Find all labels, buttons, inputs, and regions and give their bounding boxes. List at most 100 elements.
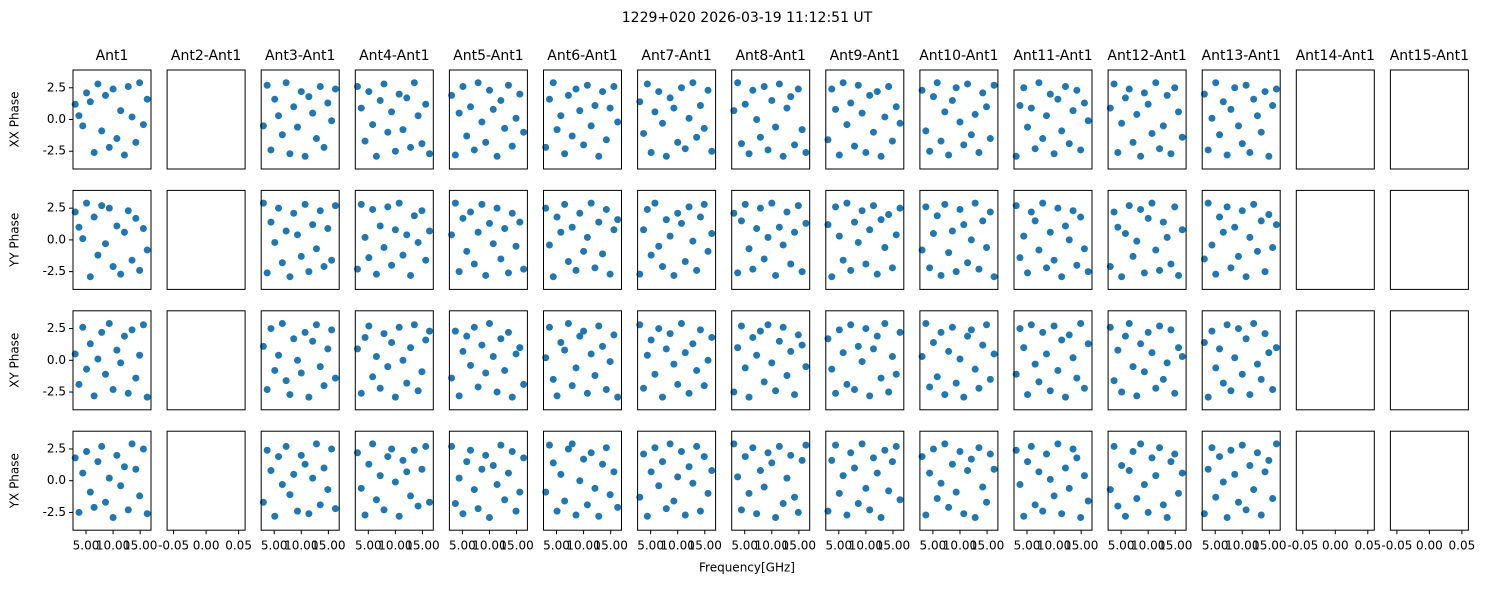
scatter-point (455, 474, 463, 482)
panel-frame (919, 69, 999, 170)
scatter-point (662, 152, 670, 160)
scatter-point (1178, 133, 1186, 141)
scatter-point (399, 126, 407, 134)
scatter-point (512, 507, 520, 515)
scatter-point (1110, 80, 1118, 88)
scatter-point (1058, 510, 1066, 518)
scatter-point (1125, 319, 1133, 327)
scatter-point (290, 470, 298, 478)
scatter-point (328, 326, 336, 334)
scatter-point (869, 345, 877, 353)
scatter-point (839, 256, 847, 264)
scatter-point (512, 114, 520, 122)
scatter-point (685, 389, 693, 397)
scatter-point (1077, 146, 1085, 154)
scatter-point (787, 451, 795, 459)
scatter-point (662, 216, 670, 224)
panel-title: Ant13-Ant1 (1202, 48, 1281, 64)
scatter-point (681, 145, 689, 153)
scatter-point (1140, 368, 1148, 376)
scatter-point (1167, 150, 1175, 158)
scatter-point (1043, 450, 1050, 458)
scatter-point (482, 369, 490, 377)
scatter-point (583, 389, 591, 397)
scatter-point (1178, 352, 1186, 360)
scatter-point (520, 380, 528, 388)
scatter-point (929, 339, 937, 347)
scatter-point (1272, 344, 1280, 352)
scatter-point (583, 233, 591, 241)
scatter-point (640, 226, 648, 234)
scatter-point (86, 488, 94, 496)
x-tick-label: 5.00 (731, 539, 758, 553)
y-axis-label: YY Phase (8, 213, 22, 268)
scatter-point (271, 366, 279, 374)
scatter-point (602, 205, 610, 213)
scatter-point (666, 94, 674, 102)
scatter-point (331, 202, 339, 210)
panel-frame (448, 189, 528, 290)
y-axis-label: XY Phase (8, 333, 22, 388)
scatter-point (1216, 453, 1224, 461)
scatter-point (508, 448, 516, 456)
scatter-point (372, 152, 380, 160)
scatter-point (1065, 331, 1073, 339)
panel-frame (1201, 69, 1281, 170)
scatter-point (361, 233, 369, 241)
scatter-point (960, 141, 968, 149)
scatter-point (937, 328, 945, 336)
scatter-point (1163, 359, 1171, 367)
scatter-point (113, 222, 121, 230)
scatter-point (1152, 472, 1160, 480)
scatter-point (802, 219, 810, 227)
scatter-point (365, 88, 373, 96)
scatter-point (1257, 375, 1265, 383)
scatter-point (1073, 374, 1081, 382)
scatter-point (670, 360, 678, 368)
panel-frame (919, 189, 999, 290)
scatter-point (1178, 226, 1186, 234)
scatter-point (1208, 327, 1216, 335)
scatter-point (309, 221, 317, 229)
scatter-point (967, 326, 975, 334)
scatter-point (1208, 114, 1216, 122)
scatter-point (309, 474, 317, 482)
scatter-point (1250, 95, 1258, 103)
scatter-point (1272, 85, 1280, 93)
scatter-point (1027, 442, 1035, 450)
scatter-point (568, 132, 576, 140)
scatter-point (109, 263, 117, 271)
scatter-point (681, 257, 689, 265)
scatter-point (835, 151, 843, 159)
scatter-point (945, 151, 953, 159)
panel-frame (825, 310, 905, 411)
scatter-point (1137, 152, 1145, 160)
scatter-point (320, 143, 328, 151)
x-tick-label: 15.00 (311, 539, 345, 553)
scatter-point (1118, 273, 1126, 281)
scatter-point (1125, 202, 1133, 210)
scatter-point (734, 269, 742, 277)
scatter-point (1024, 123, 1032, 131)
x-tick-label: 0.05 (1449, 539, 1476, 553)
scatter-point (1020, 232, 1028, 240)
scatter-point (497, 96, 505, 104)
scatter-point (1253, 360, 1261, 368)
scatter-point (677, 219, 685, 227)
panel-frame (1201, 430, 1281, 531)
scatter-point (1246, 149, 1254, 156)
scatter-point (369, 440, 377, 448)
scatter-point (109, 514, 117, 522)
scatter-point (753, 510, 761, 518)
scatter-point (297, 252, 305, 260)
scatter-point (316, 501, 324, 509)
scatter-point (75, 223, 83, 231)
scatter-point (595, 218, 603, 226)
panel-frame (166, 189, 246, 290)
x-tick-label: 0.00 (193, 539, 220, 553)
scatter-point (888, 458, 896, 466)
scatter-point (309, 337, 317, 345)
scatter-point (700, 200, 708, 208)
scatter-point (493, 388, 501, 396)
scatter-point (324, 486, 332, 494)
